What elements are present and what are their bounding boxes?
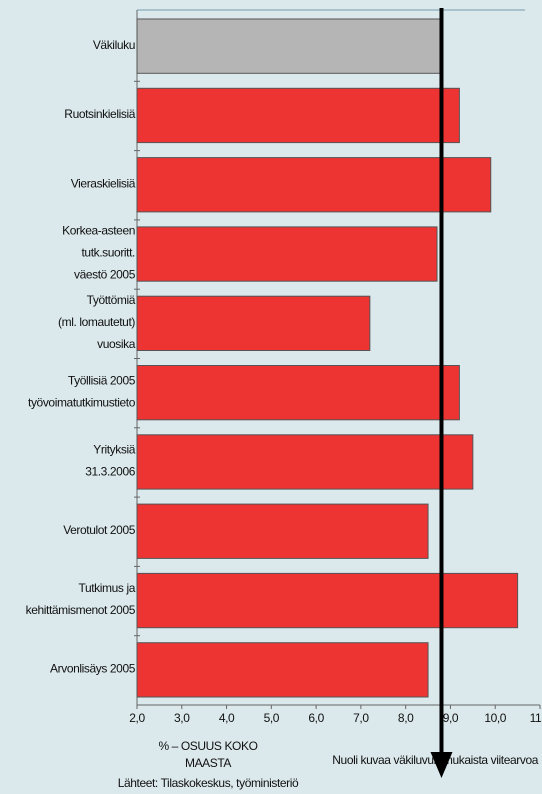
bar [136,642,429,698]
bar [136,157,492,213]
y-tick-label: tutk.suoritt. [82,246,136,260]
y-tick-label: Arvonlisäys 2005 [50,662,136,676]
x-tick-label: 8,0 [398,711,414,725]
bar [136,434,474,490]
y-tick-label: Verotulot 2005 [63,523,136,537]
x-tick-label: 3,0 [174,711,190,725]
x-axis-label: % – OSUUS KOKO [158,739,257,753]
bar [136,572,519,629]
y-tick-label: vuosika [97,337,136,351]
x-tick-label: 5,0 [264,711,280,725]
bar [136,503,429,559]
y-tick-label: Korkea-asteen [62,224,135,238]
bar [136,18,442,74]
y-tick-label: Työllisiä 2005 [68,373,136,387]
x-tick-label: 7,0 [353,711,369,725]
bar [136,87,460,144]
x-tick-label: 11,0 [530,711,542,725]
bar [136,365,460,421]
y-tick-label: Tutkimus ja [78,581,135,595]
x-tick-label: 9,0 [443,711,459,725]
source: Lähteet: Tilaskokeskus, työministeriö [118,776,299,790]
y-tick-label: 31.3.2006 [85,465,136,479]
y-tick-label: väestö 2005 [74,268,136,282]
y-tick-label: Ruotsinkielisiä [64,107,135,121]
bar [136,295,371,352]
x-tick-label: 10,0 [484,711,506,725]
x-tick-label: 6,0 [308,711,324,725]
y-tick-label: Väkiluku [93,38,135,52]
x-tick-label: 2,0 [129,711,145,725]
bar [136,226,438,282]
y-tick-label: (ml. lomautetut) [58,315,135,329]
y-tick-label: kehittämismenot 2005 [26,603,136,617]
y-tick-label: työvoimatutkimustieto [28,395,136,409]
y-tick-label: Vieraskielisiä [71,176,136,190]
y-tick-label: Yrityksiä [93,443,135,457]
x-tick-label: 4,0 [219,711,235,725]
x-axis-label: MAASTA [185,756,231,770]
y-tick-label: Työttömiä [87,293,136,307]
arrow-head [430,752,453,778]
